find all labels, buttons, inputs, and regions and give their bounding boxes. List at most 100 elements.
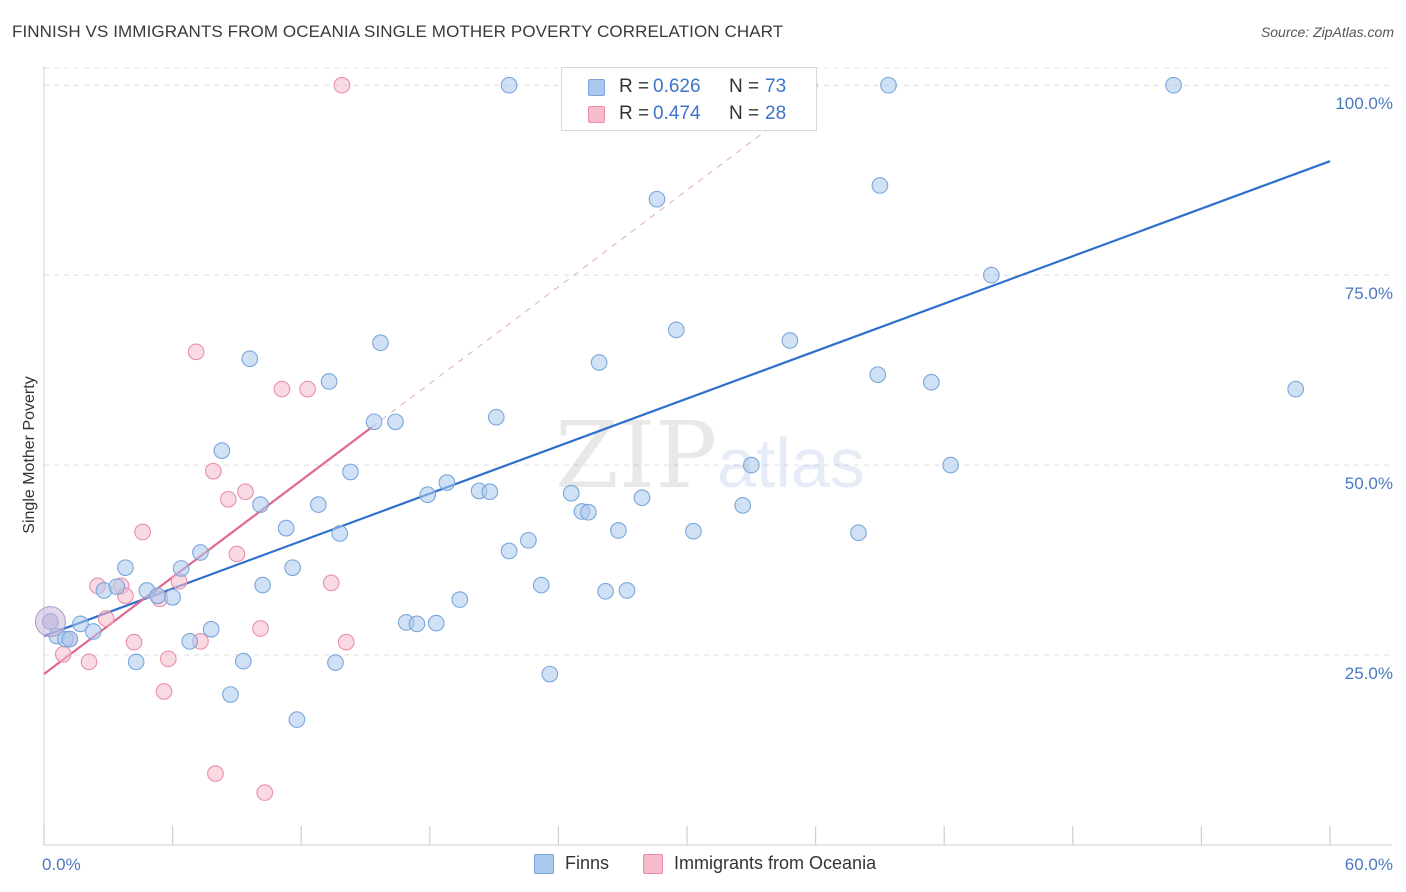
finns-trend-line xyxy=(43,160,1331,638)
finns-point xyxy=(408,615,426,633)
oceania-point xyxy=(337,633,355,651)
legend-item-oceania[interactable]: Immigrants from Oceania xyxy=(643,853,876,874)
finns-point xyxy=(222,686,239,703)
finns-point xyxy=(202,620,220,638)
oceania-points xyxy=(42,76,355,801)
oceania-point xyxy=(159,650,177,668)
finns-point xyxy=(597,582,614,600)
watermark-zip: ZIP xyxy=(555,402,717,509)
watermark-atlas: atlas xyxy=(717,424,865,502)
finns-point xyxy=(520,531,537,549)
finns-point xyxy=(172,560,190,577)
finns-point xyxy=(254,576,271,594)
trend-lines xyxy=(43,109,1331,675)
oceania-point xyxy=(322,574,340,592)
finns-point xyxy=(164,588,181,606)
oceania-point xyxy=(204,462,222,480)
finns-point xyxy=(72,615,89,633)
oceania-legend-swatch xyxy=(643,853,664,874)
finns-point xyxy=(481,483,499,501)
finns-point xyxy=(500,76,518,94)
y-tick-label: 50.0% xyxy=(1345,474,1393,493)
legend-item-finns[interactable]: Finns xyxy=(534,853,609,874)
finns-point xyxy=(487,408,505,426)
finns-point xyxy=(372,334,389,352)
legend-row-oceania: R = 0.474 N = 28 xyxy=(588,103,786,125)
finns-points xyxy=(34,76,1305,728)
finns-point xyxy=(61,630,79,648)
finns-point xyxy=(685,522,702,540)
finns-legend-swatch xyxy=(534,853,554,874)
r-label: R = xyxy=(619,76,650,97)
finns-point xyxy=(181,633,199,650)
finns-point xyxy=(734,497,752,514)
oceania-point xyxy=(256,784,274,801)
finns-point xyxy=(427,614,445,632)
finns-point xyxy=(84,623,102,640)
oceania-point xyxy=(134,523,151,541)
legend-row-finns: R = 0.626 N = 73 xyxy=(588,76,786,98)
stats-legend: R = 0.626 N = 73 R = 0.474 N = 28 xyxy=(561,67,817,131)
watermark: ZIP atlas xyxy=(555,402,865,509)
oceania-point xyxy=(155,683,173,700)
oceania-point xyxy=(207,765,224,782)
r-label: R = xyxy=(619,103,650,124)
oceania-point xyxy=(80,653,98,671)
finns-point xyxy=(648,190,666,208)
finns-point xyxy=(590,354,608,371)
oceania-point xyxy=(333,76,351,94)
series-legend: Finns Immigrants from Oceania xyxy=(534,853,910,874)
source-label: Source: ZipAtlas.com xyxy=(1260,24,1394,40)
n-value: 28 xyxy=(765,103,787,124)
finns-point xyxy=(633,489,651,507)
finns-point xyxy=(880,76,897,94)
x-tick-label: 60.0% xyxy=(1345,855,1393,874)
finns-point xyxy=(320,373,338,390)
finns-point xyxy=(667,321,685,339)
finns-point xyxy=(500,542,518,560)
finns-point xyxy=(742,456,760,474)
r-value: 0.474 xyxy=(653,103,701,124)
oceania-point xyxy=(97,610,115,627)
tick-labels: 25.0% 50.0% 75.0% 100.0% 0.0% 60.0% xyxy=(42,94,1393,874)
finns-point xyxy=(451,591,469,608)
finns-point xyxy=(127,653,145,671)
oceania-point xyxy=(252,620,269,637)
finns-point xyxy=(1165,76,1182,94)
finns-point xyxy=(618,582,636,599)
finns-point xyxy=(942,456,959,474)
finns-point xyxy=(983,266,1000,284)
finns-point xyxy=(922,373,940,391)
y-tick-label: 75.0% xyxy=(1345,284,1393,303)
oceania-trend-extension xyxy=(371,109,795,428)
finns-point xyxy=(108,578,126,596)
finns-point xyxy=(850,524,867,542)
finns-point xyxy=(562,484,580,502)
finns-point xyxy=(213,442,231,460)
finns-point xyxy=(288,711,306,728)
y-tick-label: 100.0% xyxy=(1335,94,1393,113)
finns-point xyxy=(438,474,456,491)
finns-point xyxy=(365,413,383,431)
n-label: N = xyxy=(729,76,760,97)
finns-legend-label: Finns xyxy=(565,853,610,873)
oceania-point xyxy=(187,343,205,361)
axes xyxy=(43,66,1392,846)
x-tick-label: 0.0% xyxy=(42,855,81,874)
finns-point xyxy=(284,559,301,577)
finns-point xyxy=(1287,380,1305,398)
finns-point xyxy=(419,486,437,504)
n-value: 73 xyxy=(765,76,787,97)
finns-point xyxy=(342,463,359,481)
r-value: 0.626 xyxy=(653,76,701,97)
finns-point xyxy=(387,413,404,431)
finns-point xyxy=(252,496,269,513)
finns-point xyxy=(277,519,295,537)
oceania-point xyxy=(299,380,316,398)
finns-point xyxy=(309,496,327,513)
oceania-point xyxy=(219,490,237,508)
chart-title: FINNISH VS IMMIGRANTS FROM OCEANIA SINGL… xyxy=(12,22,784,41)
finns-point xyxy=(781,332,799,349)
finns-point xyxy=(580,503,597,521)
